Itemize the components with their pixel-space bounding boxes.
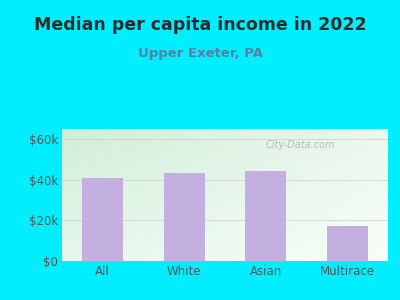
Bar bbox=[327, 226, 368, 261]
Bar bbox=[164, 173, 205, 261]
Bar bbox=[82, 178, 123, 261]
Text: Upper Exeter, PA: Upper Exeter, PA bbox=[138, 46, 262, 59]
Text: City-Data.com: City-Data.com bbox=[265, 140, 335, 150]
Bar bbox=[245, 171, 286, 261]
Text: Median per capita income in 2022: Median per capita income in 2022 bbox=[34, 16, 366, 34]
